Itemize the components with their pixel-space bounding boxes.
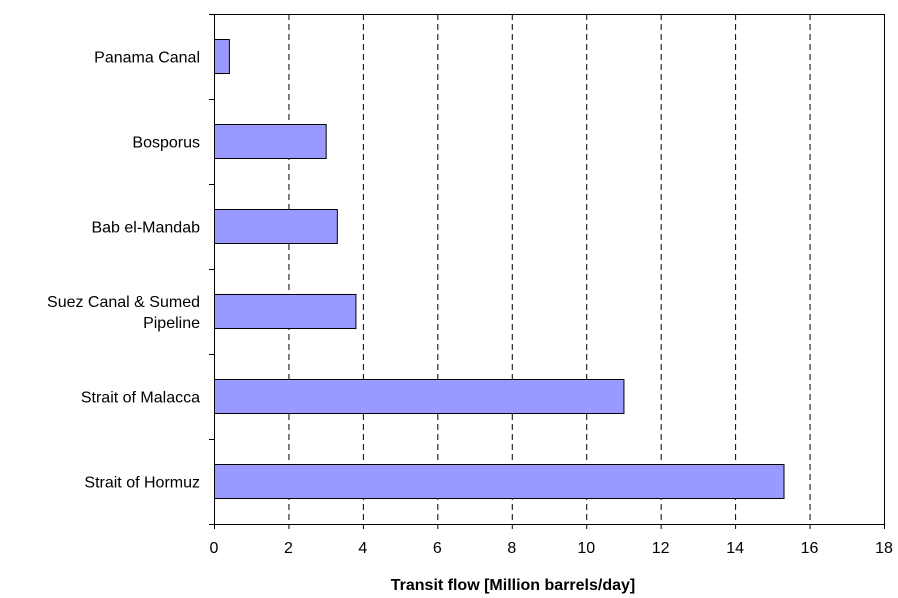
x-tick-label-16: 16	[801, 540, 819, 557]
category-label-suez-canal-sumed-pipeline: Suez Canal & Sumed Pipeline	[47, 294, 200, 332]
bar-strait-of-hormuz	[214, 464, 785, 499]
category-label-bosporus: Bosporus	[132, 135, 200, 152]
x-tick-label-10: 10	[577, 540, 595, 557]
bars	[214, 39, 785, 499]
x-tick-label-4: 4	[358, 540, 367, 557]
category-label-line: Panama Canal	[94, 50, 200, 67]
bar-panama-canal	[214, 39, 230, 74]
category-label-bab-el-mandab: Bab el-Mandab	[91, 220, 200, 237]
x-tick-label-0: 0	[210, 540, 219, 557]
category-label-strait-of-hormuz: Strait of Hormuz	[84, 475, 200, 492]
x-axis-title: Transit flow [Million barrels/day]	[391, 577, 635, 594]
x-tick-label-8: 8	[507, 540, 516, 557]
bar-bab-el-mandab	[214, 209, 338, 244]
bar-suez-canal-sumed-pipeline	[214, 294, 357, 329]
category-label-line: Suez Canal & Sumed	[47, 294, 200, 311]
x-tick-label-12: 12	[652, 540, 670, 557]
x-tick-labels: 0 2 4 6 8 10 12 14 16 18	[210, 540, 893, 557]
x-tick-label-18: 18	[875, 540, 893, 557]
category-label-panama-canal: Panama Canal	[94, 50, 200, 67]
category-label-line: Pipeline	[143, 315, 200, 332]
category-label-line: Strait of Malacca	[81, 390, 200, 407]
category-labels: Panama Canal Bosporus Bab el-Mandab Suez Ca…	[47, 50, 200, 492]
bar-strait-of-malacca	[214, 379, 625, 414]
bar-bosporus	[214, 124, 327, 159]
category-label-line: Bosporus	[132, 135, 200, 152]
x-tick-label-6: 6	[433, 540, 442, 557]
category-label-strait-of-malacca: Strait of Malacca	[81, 390, 200, 407]
gridlines	[288, 14, 811, 524]
x-tick-label-2: 2	[284, 540, 293, 557]
axes	[209, 14, 885, 529]
x-tick-label-14: 14	[726, 540, 744, 557]
category-label-line: Bab el-Mandab	[91, 220, 200, 237]
category-label-line: Strait of Hormuz	[84, 475, 200, 492]
